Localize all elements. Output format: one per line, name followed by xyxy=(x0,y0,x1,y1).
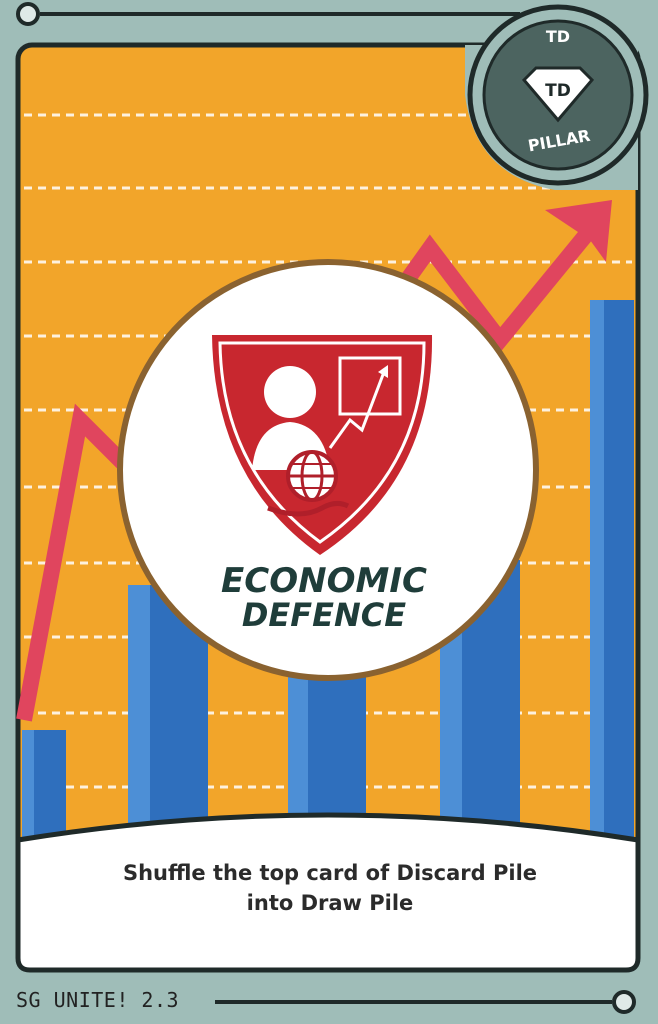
top-left-dot xyxy=(16,2,40,26)
globe-hand-icon xyxy=(267,450,350,517)
badge-diamond-icon: TD xyxy=(521,66,595,123)
footer-version: SG UNITE! 2.3 xyxy=(16,988,180,1012)
footer-dot xyxy=(612,990,636,1014)
description-line2: into Draw Pile xyxy=(246,891,414,915)
card-description: Shuffle the top card of Discard Pile int… xyxy=(60,858,600,918)
emblem-title: ECONOMIC DEFENCE xyxy=(221,561,427,634)
pillar-badge: TD TD PILLAR xyxy=(465,4,649,190)
shield-emblem-icon xyxy=(212,335,433,555)
badge-top-text: TD xyxy=(546,27,570,46)
emblem-title-line2: DEFENCE xyxy=(242,596,406,634)
text-panel xyxy=(15,812,641,973)
badge-center-text: TD xyxy=(545,81,571,101)
emblem-title-line1: ECONOMIC xyxy=(221,561,427,601)
description-line1: Shuffle the top card of Discard Pile xyxy=(122,861,538,885)
